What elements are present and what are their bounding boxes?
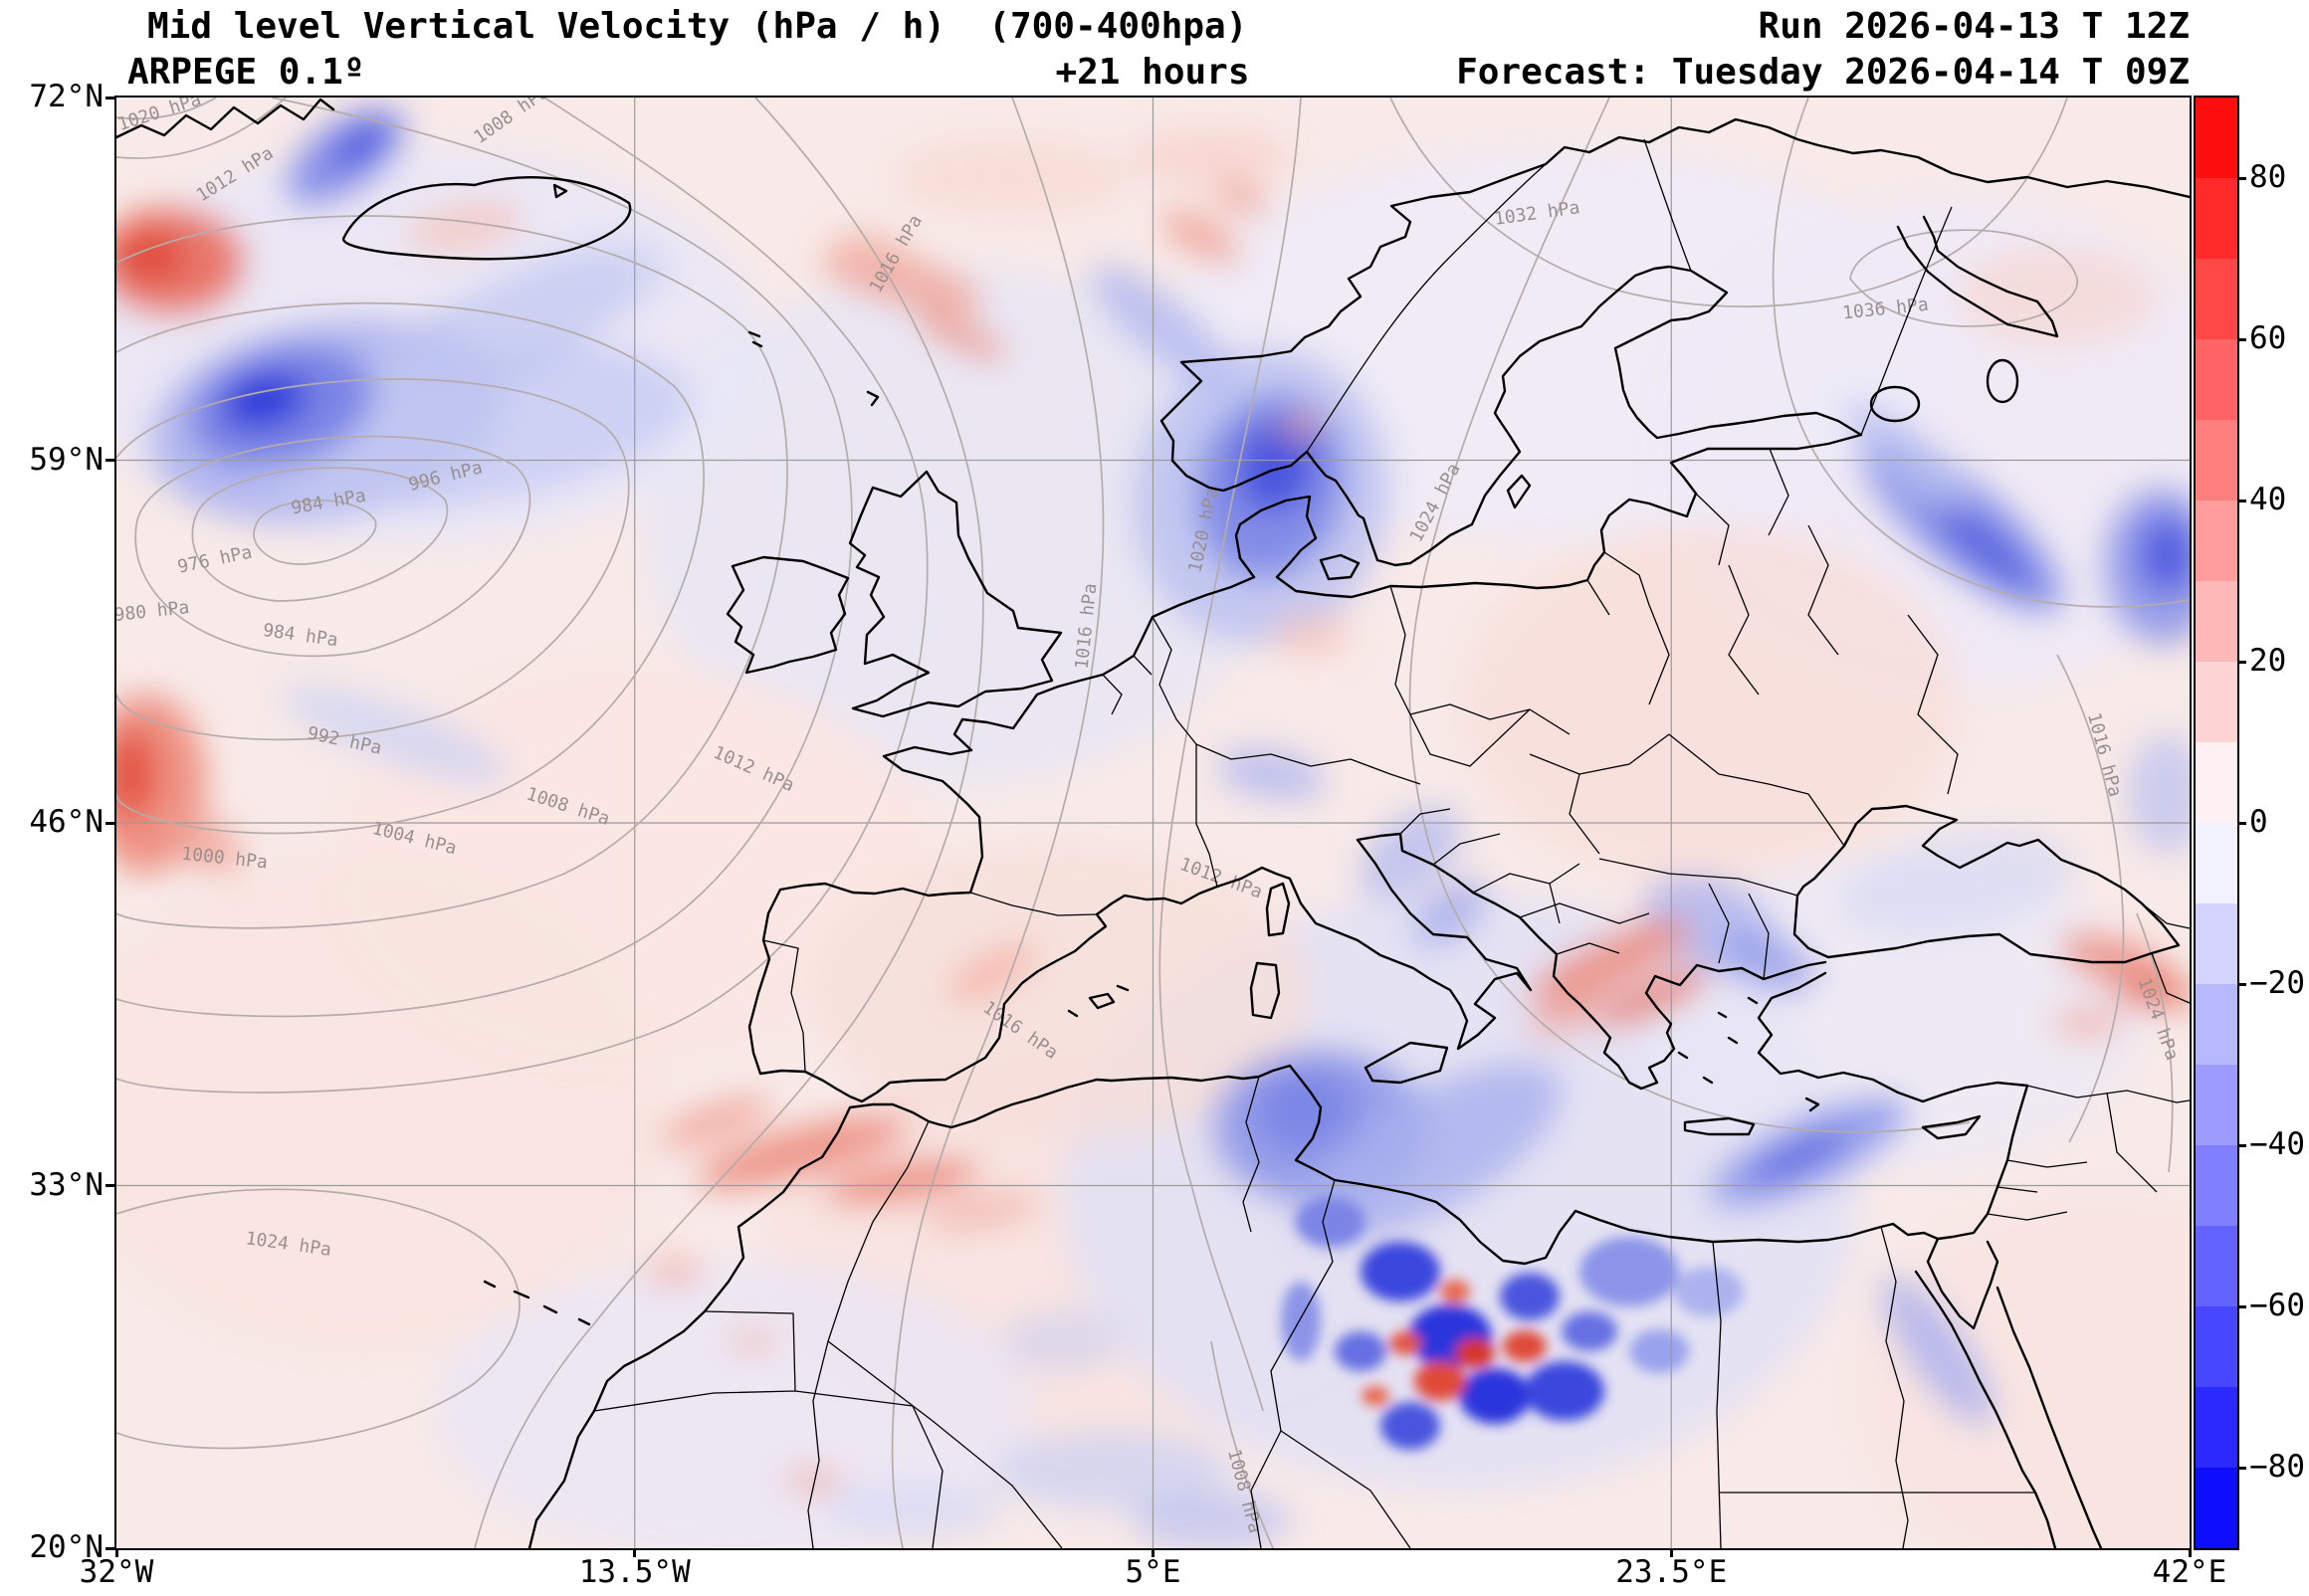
colorbar-tick [2237, 660, 2246, 664]
colorbar-band [2196, 903, 2237, 984]
colorbar-tick [2237, 821, 2246, 825]
colorbar-tick-label: 20 [2249, 643, 2287, 679]
lead-time-label: +21 hours [1055, 52, 1250, 93]
colorbar-band [2196, 662, 2237, 742]
colorbar-tick-label: −80 [2249, 1449, 2305, 1485]
colorbar-band [2196, 500, 2237, 581]
colorbar-band [2196, 98, 2237, 178]
colorbar-tick-label: 40 [2249, 482, 2287, 517]
coastlines [116, 98, 2190, 1548]
y-axis-tick [105, 1184, 114, 1187]
run-label: Run 2026-04-13 T 12Z [1758, 6, 2190, 47]
graticule [116, 98, 2190, 1548]
y-axis-tick-label: 59°N [29, 441, 104, 478]
country-borders [593, 138, 2190, 1548]
y-axis-tick [105, 821, 114, 825]
x-axis-tick-label: 13.5°W [578, 1554, 691, 1590]
x-axis-tick [2188, 1548, 2192, 1557]
colorbar-band [2196, 420, 2237, 500]
colorbar-tick-label: 60 [2249, 320, 2287, 356]
colorbar-tick-label: −60 [2249, 1288, 2305, 1323]
colorbar-tick-label: 80 [2249, 159, 2287, 195]
colorbar-band [2196, 1387, 2237, 1468]
y-axis-tick-label: 46°N [29, 804, 104, 840]
x-axis-tick [1669, 1548, 1673, 1557]
y-axis-tick-label: 72°N [29, 79, 104, 114]
forecast-label: Forecast: Tuesday 2026-04-14 T 09Z [1456, 52, 2190, 93]
page-title: Mid level Vertical Velocity (hPa / h) (7… [147, 6, 1248, 47]
colorbar-tick [2237, 982, 2246, 986]
colorbar-tick [2237, 499, 2246, 502]
colorbar-tick [2237, 1304, 2246, 1308]
y-axis-tick [105, 1546, 114, 1550]
colorbar-tick [2237, 176, 2246, 180]
colorbar-band [2196, 984, 2237, 1065]
y-axis-tick-label: 20°N [29, 1529, 104, 1565]
colorbar-tick-label: −40 [2249, 1126, 2305, 1162]
pressure-contours [116, 98, 2190, 1548]
colorbar-band [2196, 1145, 2237, 1226]
colorbar-tick-label: 0 [2249, 804, 2268, 840]
colorbar-band [2196, 1468, 2237, 1548]
colorbar-band [2196, 178, 2237, 259]
colorbar-band [2196, 1226, 2237, 1306]
x-axis-tick-label: 5°E [1125, 1554, 1181, 1590]
colorbar-band [2196, 1306, 2237, 1387]
colorbar-band [2196, 1065, 2237, 1145]
x-axis-tick [1152, 1548, 1154, 1557]
x-axis-tick-label: 42°E [2152, 1554, 2227, 1590]
colorbar-tick [2237, 1466, 2246, 1470]
colorbar-tick-label: −20 [2249, 965, 2305, 1001]
x-axis-tick [633, 1548, 637, 1557]
x-axis-tick-label: 32°W [79, 1554, 154, 1590]
colorbar-band [2196, 823, 2237, 903]
velocity-field-convective [1281, 1197, 1744, 1450]
model-label: ARPEGE 0.1º [127, 52, 365, 93]
colorbar-band [2196, 742, 2237, 823]
y-axis-tick [105, 96, 114, 100]
colorbar-tick [2237, 337, 2246, 341]
colorbar-band [2196, 581, 2237, 662]
velocity-field-smooth [116, 107, 2190, 1548]
y-axis-tick [105, 459, 114, 462]
y-axis-tick-label: 33°N [29, 1166, 104, 1203]
colorbar-band [2196, 339, 2237, 420]
map-plot-area: 1020 hPa 1012 hPa 1008 hPa 1016 hPa 1032 hPa… [114, 96, 2192, 1550]
x-axis-tick-label: 23.5°E [1615, 1554, 1728, 1590]
x-axis-tick [114, 1548, 118, 1557]
colorbar-band [2196, 259, 2237, 339]
colorbar [2194, 96, 2239, 1550]
colorbar-tick [2237, 1143, 2246, 1147]
